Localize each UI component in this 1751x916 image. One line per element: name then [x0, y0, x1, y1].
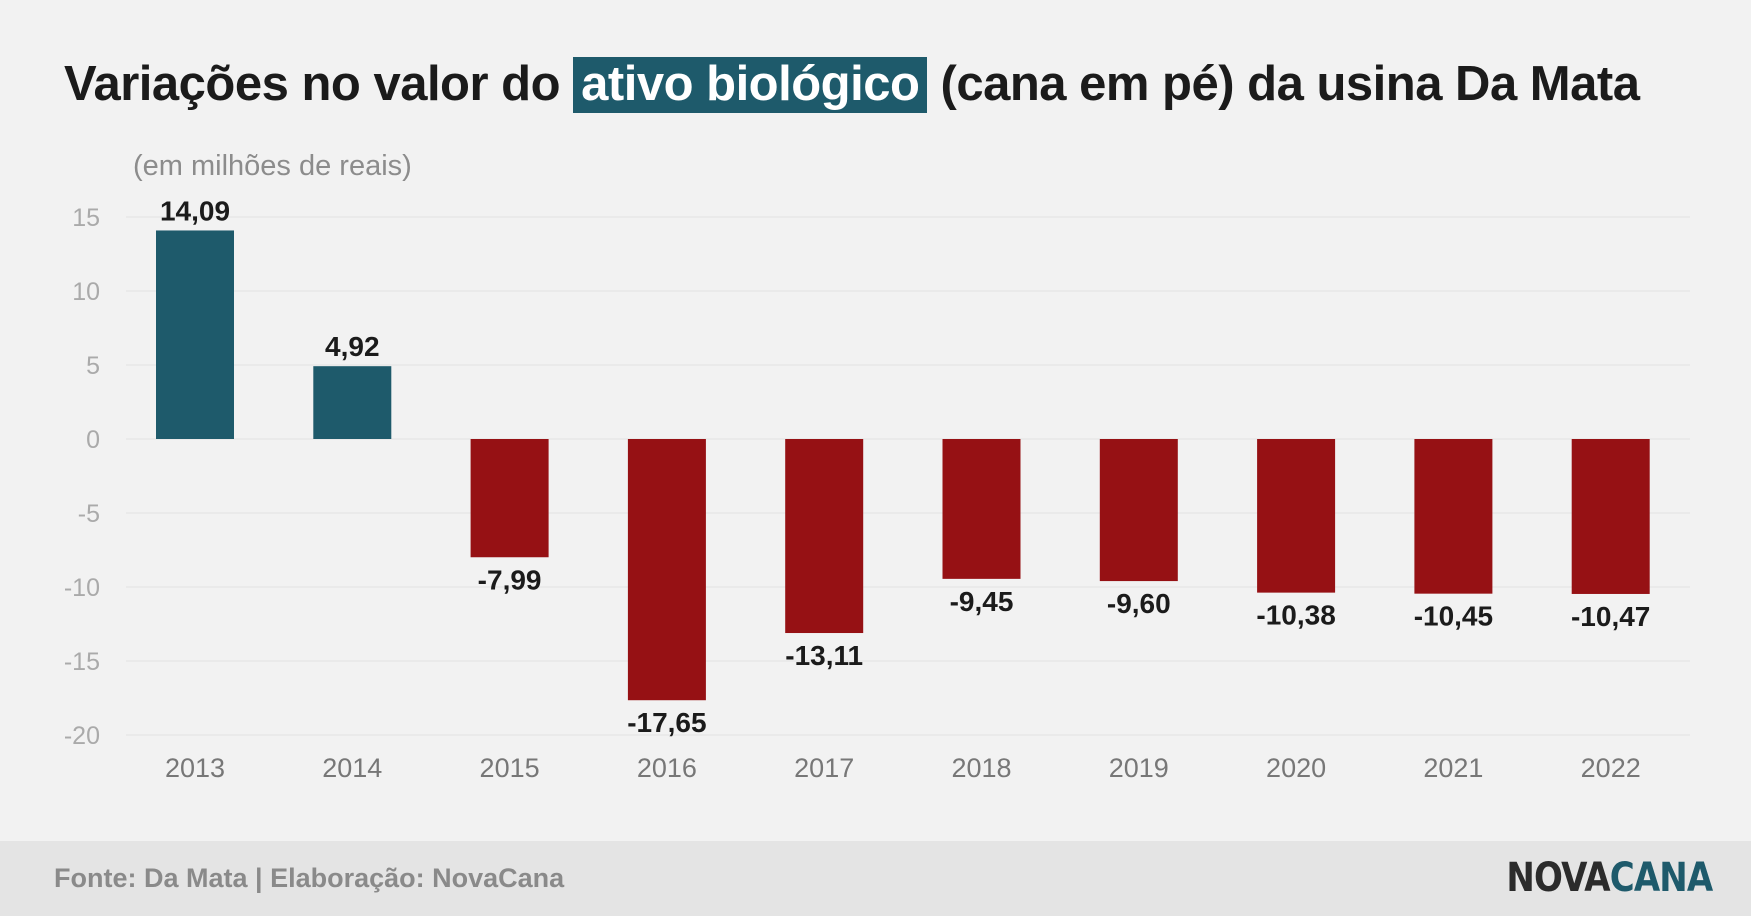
- y-tick-label: -20: [64, 722, 100, 750]
- data-label: -9,60: [1107, 588, 1171, 619]
- chart-unit-subtitle: (em milhões de reais): [133, 150, 412, 182]
- bar: [1414, 439, 1493, 594]
- y-tick-label: 0: [86, 426, 100, 454]
- y-tick-label: -10: [64, 574, 100, 602]
- x-tick-label: 2015: [480, 753, 540, 783]
- logo-part-cana: CANA: [1609, 855, 1712, 901]
- bar: [156, 230, 234, 439]
- x-tick-label: 2022: [1581, 753, 1641, 783]
- title-highlight: ativo biológico: [573, 57, 928, 113]
- footer: Fonte: Da Mata | Elaboração: NovaCana NO…: [0, 841, 1751, 916]
- bar: [1257, 439, 1336, 593]
- data-label: -13,11: [785, 640, 863, 671]
- data-label: -10,47: [1571, 601, 1650, 632]
- data-label: 14,09: [160, 195, 230, 226]
- bar: [470, 439, 549, 558]
- chart-title: Variações no valor do ativo biológico (c…: [64, 56, 1640, 113]
- data-label: -7,99: [478, 564, 542, 595]
- y-tick-label: -5: [78, 500, 100, 528]
- title-prefix: Variações no valor do: [64, 57, 574, 111]
- x-tick-label: 2014: [322, 753, 382, 783]
- x-tick-label: 2016: [637, 753, 697, 783]
- data-label: -9,45: [950, 586, 1014, 617]
- x-tick-label: 2019: [1109, 753, 1169, 783]
- x-tick-label: 2021: [1423, 753, 1483, 783]
- bar: [313, 366, 392, 439]
- bar: [785, 439, 864, 634]
- source-credit: Fonte: Da Mata | Elaboração: NovaCana: [54, 863, 565, 893]
- bar-chart: 15 10 5 0 -5 -10 -15 -20 14,09 2013 4,92 2014 -7,99 2…: [64, 195, 1690, 783]
- x-tick-label: 2020: [1266, 753, 1326, 783]
- y-tick-label: 15: [72, 204, 100, 232]
- y-tick-label: 5: [86, 352, 100, 380]
- x-tick-label: 2013: [165, 753, 225, 783]
- x-tick-label: 2018: [951, 753, 1011, 783]
- novacana-logo: NOVACANA: [1505, 855, 1713, 901]
- data-label: 4,92: [325, 331, 380, 362]
- bar: [1099, 439, 1178, 582]
- y-tick-label: -15: [64, 648, 100, 676]
- data-label: -10,45: [1414, 601, 1493, 632]
- bar: [627, 439, 706, 701]
- logo-part-nova: NOVA: [1505, 855, 1610, 901]
- y-tick-label: 10: [72, 278, 100, 306]
- data-label: -10,38: [1256, 600, 1335, 631]
- title-suffix: (cana em pé) da usina Da Mata: [927, 57, 1640, 111]
- x-tick-label: 2017: [794, 753, 854, 783]
- bar: [942, 439, 1021, 579]
- bar: [1571, 439, 1650, 594]
- data-label: -17,65: [627, 707, 706, 738]
